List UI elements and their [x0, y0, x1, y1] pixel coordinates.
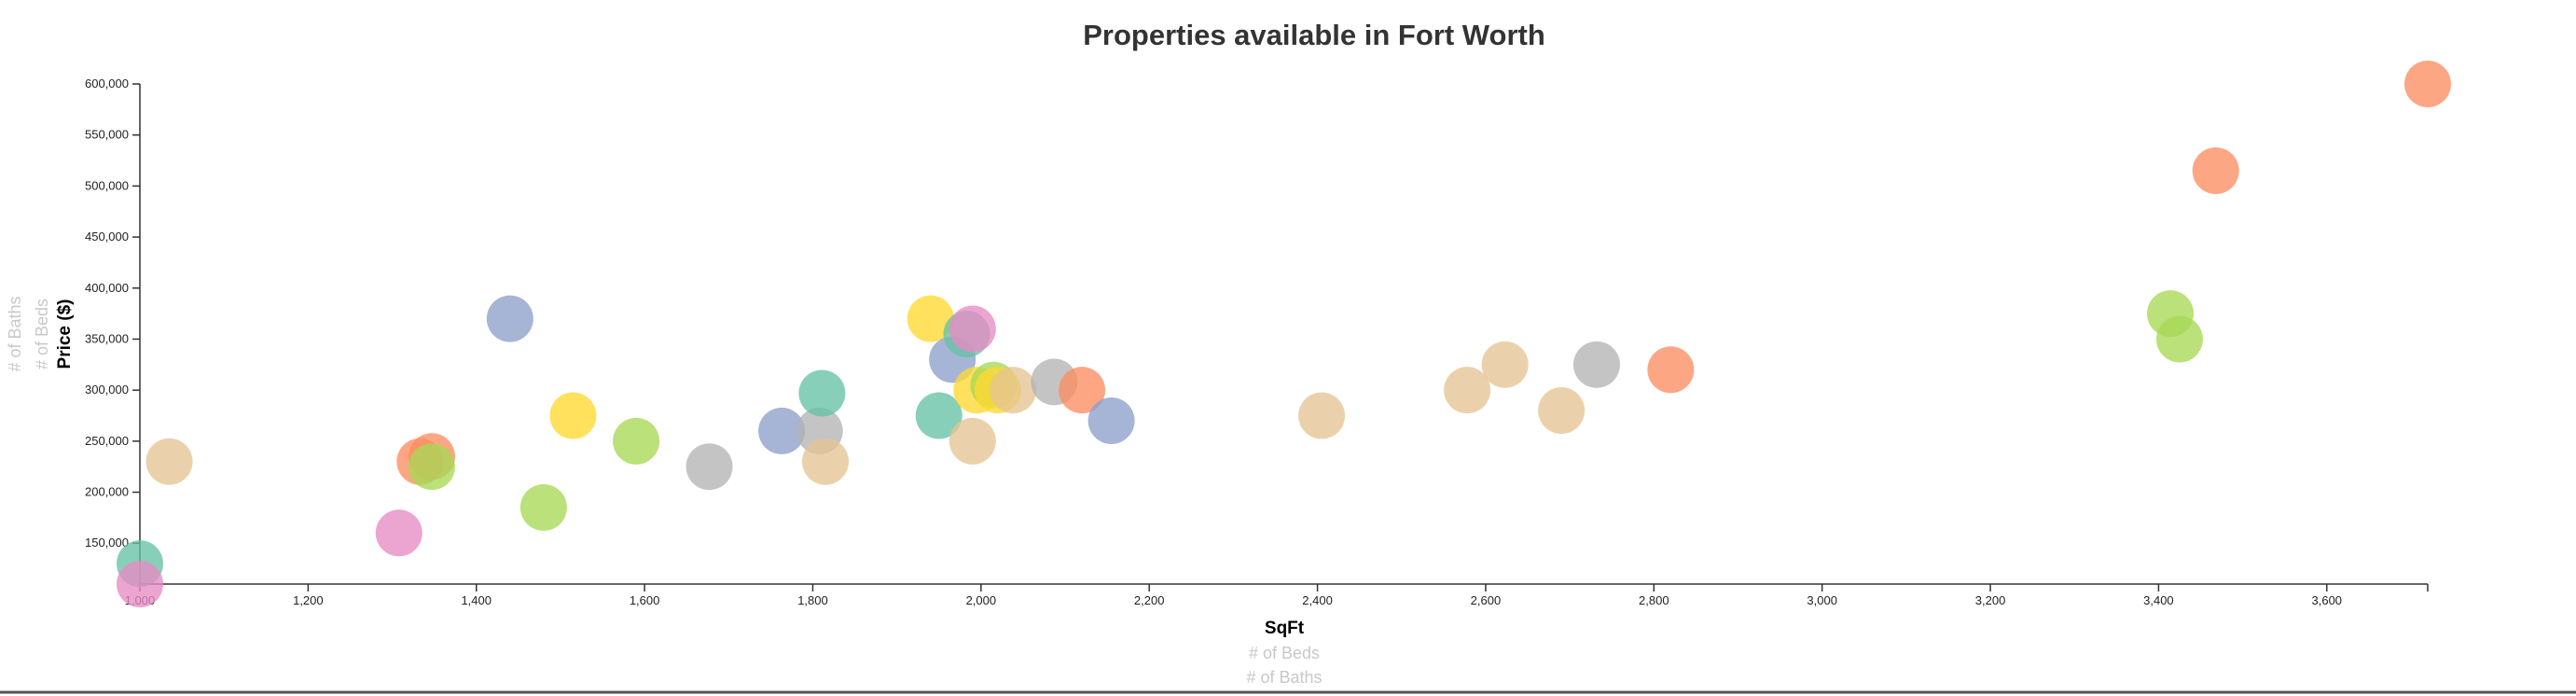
x-tick-label: 3,000	[1807, 593, 1837, 607]
y-tick-label: 500,000	[85, 178, 129, 192]
data-point[interactable]	[1087, 397, 1135, 444]
data-point[interactable]	[117, 561, 163, 607]
data-point[interactable]	[2192, 146, 2239, 194]
y-axis-label-baths[interactable]: # of Baths	[6, 296, 24, 371]
x-tick-label: 3,200	[1975, 593, 2006, 607]
x-axis: 1,0001,2001,4001,6001,8002,0002,2002,400…	[125, 583, 2429, 607]
x-axis-label-beds[interactable]: # of Beds	[1249, 644, 1320, 662]
x-tick-label: 1,400	[461, 593, 492, 607]
y-axis-label-beds[interactable]: # of Beds	[33, 299, 51, 369]
y-tick-label: 600,000	[85, 77, 129, 90]
y-axis: 150,000 200,000 250,000 300,000 350,000 400,0…	[85, 77, 141, 584]
data-point[interactable]	[486, 295, 533, 342]
x-axis-label-baths[interactable]: # of Baths	[1246, 668, 1322, 687]
data-point[interactable]	[408, 443, 455, 491]
data-point[interactable]	[798, 369, 846, 417]
data-point[interactable]	[949, 417, 996, 465]
data-point[interactable]	[1059, 367, 1106, 414]
data-point[interactable]	[686, 443, 733, 491]
x-tick-label: 2,600	[1471, 593, 1502, 607]
data-point[interactable]	[915, 392, 963, 439]
data-point[interactable]	[801, 438, 849, 485]
x-tick-label: 3,600	[2312, 593, 2343, 607]
x-tick-label: 3,400	[2143, 593, 2174, 607]
y-tick-label: 300,000	[85, 383, 129, 397]
y-tick-label: 200,000	[85, 485, 129, 499]
data-point[interactable]	[1647, 346, 1695, 394]
y-axis-label[interactable]: Price ($)	[55, 299, 75, 369]
data-point[interactable]	[1572, 341, 1620, 388]
data-point[interactable]	[613, 417, 660, 465]
data-point[interactable]	[1444, 367, 1491, 414]
chart-title: Properties available in Fort Worth	[1083, 19, 1545, 51]
data-point[interactable]	[949, 305, 996, 353]
data-point[interactable]	[519, 483, 567, 531]
x-tick-label: 1,600	[630, 593, 660, 607]
data-point[interactable]	[1481, 341, 1529, 388]
data-point[interactable]	[549, 392, 597, 439]
data-point[interactable]	[990, 367, 1037, 414]
data-point[interactable]	[758, 407, 806, 454]
y-tick-label: 400,000	[85, 281, 129, 295]
data-point[interactable]	[907, 295, 954, 342]
data-point[interactable]	[1538, 387, 1586, 435]
x-tick-label: 2,000	[966, 593, 997, 607]
y-tick-label: 150,000	[85, 536, 129, 550]
y-tick-label: 450,000	[85, 230, 129, 244]
data-point[interactable]	[2155, 315, 2203, 363]
x-tick-label: 2,800	[1639, 593, 1669, 607]
data-point[interactable]	[2404, 61, 2451, 107]
data-point[interactable]	[375, 509, 422, 557]
data-point[interactable]	[1298, 392, 1346, 439]
y-tick-label: 250,000	[85, 434, 129, 448]
x-tick-label: 1,200	[293, 593, 324, 607]
data-point[interactable]	[145, 438, 193, 485]
y-tick-label: 550,000	[85, 128, 129, 142]
x-axis-label[interactable]: SqFt	[1265, 619, 1305, 638]
x-tick-label: 2,400	[1302, 593, 1333, 607]
y-tick-label: 350,000	[85, 331, 129, 345]
x-tick-label: 2,200	[1134, 593, 1165, 607]
x-tick-label: 1,800	[797, 593, 828, 607]
points-layer	[117, 61, 2451, 607]
